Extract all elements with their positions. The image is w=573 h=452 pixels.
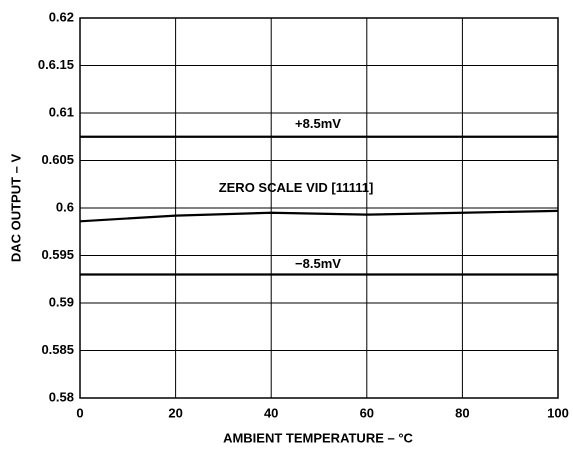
y-tick-label: 0.61 [49, 104, 74, 119]
x-axis-title: AMBIENT TEMPERATURE – °C [223, 430, 413, 445]
x-tick-label: 60 [360, 405, 374, 420]
series-label: −8.5mV [295, 256, 341, 271]
series-label: ZERO SCALE VID [11111] [219, 180, 374, 195]
y-tick-label: 0.59 [49, 294, 74, 309]
x-tick-label: 100 [547, 405, 569, 420]
data-line [79, 209, 559, 223]
y-tick-label: 0.595 [41, 247, 74, 262]
x-tick-label: 80 [455, 405, 469, 420]
y-tick-label: 0.6.15 [38, 57, 74, 72]
y-tick-label: 0.6 [56, 199, 74, 214]
x-tick-label: 40 [264, 405, 278, 420]
y-tick-label: 0.62 [49, 9, 74, 24]
y-tick-label: 0.605 [41, 152, 74, 167]
y-tick-label: 0.585 [41, 342, 74, 357]
y-axis-title: DAC OUTPUT – V [8, 154, 23, 263]
x-tick-label: 0 [76, 405, 83, 420]
x-tick-label: 20 [168, 405, 182, 420]
series-label: +8.5mV [295, 116, 341, 131]
y-tick-label: 0.58 [49, 389, 74, 404]
